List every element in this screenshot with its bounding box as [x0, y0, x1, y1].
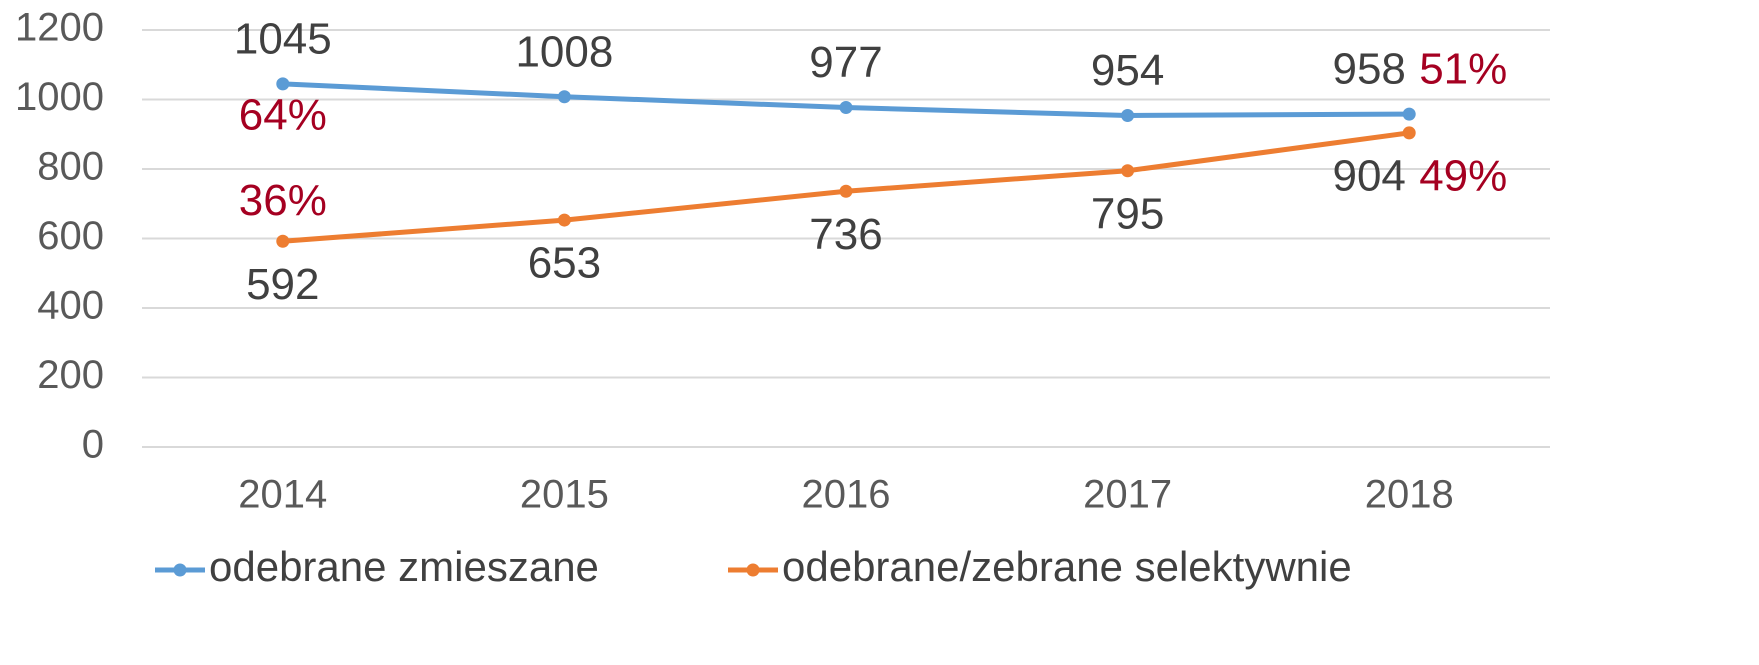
y-tick-label: 600 [37, 214, 104, 258]
point [839, 100, 853, 114]
x-tick-label: 2018 [1365, 473, 1454, 517]
y-tick-label: 1200 [15, 6, 104, 50]
annotation: 36% [239, 176, 327, 225]
point [1402, 126, 1416, 140]
data-label: 954 [1091, 46, 1164, 95]
x-tick-label: 2017 [1083, 473, 1172, 517]
point [1121, 164, 1135, 178]
annotation: 51% [1419, 45, 1507, 94]
data-label: 736 [809, 210, 882, 259]
legend-marker [173, 563, 187, 577]
y-tick-label: 1000 [15, 75, 104, 119]
point [839, 184, 853, 198]
legend-marker [746, 563, 760, 577]
data-label: 958 [1332, 45, 1405, 94]
x-tick-label: 2014 [238, 473, 327, 517]
annotation: 64% [239, 90, 327, 139]
legend-label: odebrane zmieszane [209, 543, 599, 590]
point [1402, 107, 1416, 121]
point [1121, 108, 1135, 122]
legend-label: odebrane/zebrane selektywnie [782, 543, 1352, 590]
x-tick-label: 2015 [520, 473, 609, 517]
point [557, 90, 571, 104]
y-tick-label: 800 [37, 145, 104, 189]
annotation: 49% [1419, 151, 1507, 200]
y-tick-label: 400 [37, 284, 104, 328]
data-label: 904 [1332, 151, 1405, 200]
y-tick-label: 0 [82, 423, 104, 467]
data-label: 653 [528, 239, 601, 288]
point [276, 234, 290, 248]
y-tick-label: 200 [37, 353, 104, 397]
point [276, 77, 290, 91]
x-tick-label: 2016 [802, 473, 891, 517]
data-label: 977 [809, 38, 882, 87]
data-label: 1045 [234, 14, 332, 63]
data-label: 1008 [515, 27, 613, 76]
data-label: 795 [1091, 189, 1164, 238]
data-label: 592 [246, 260, 319, 309]
point [557, 213, 571, 227]
